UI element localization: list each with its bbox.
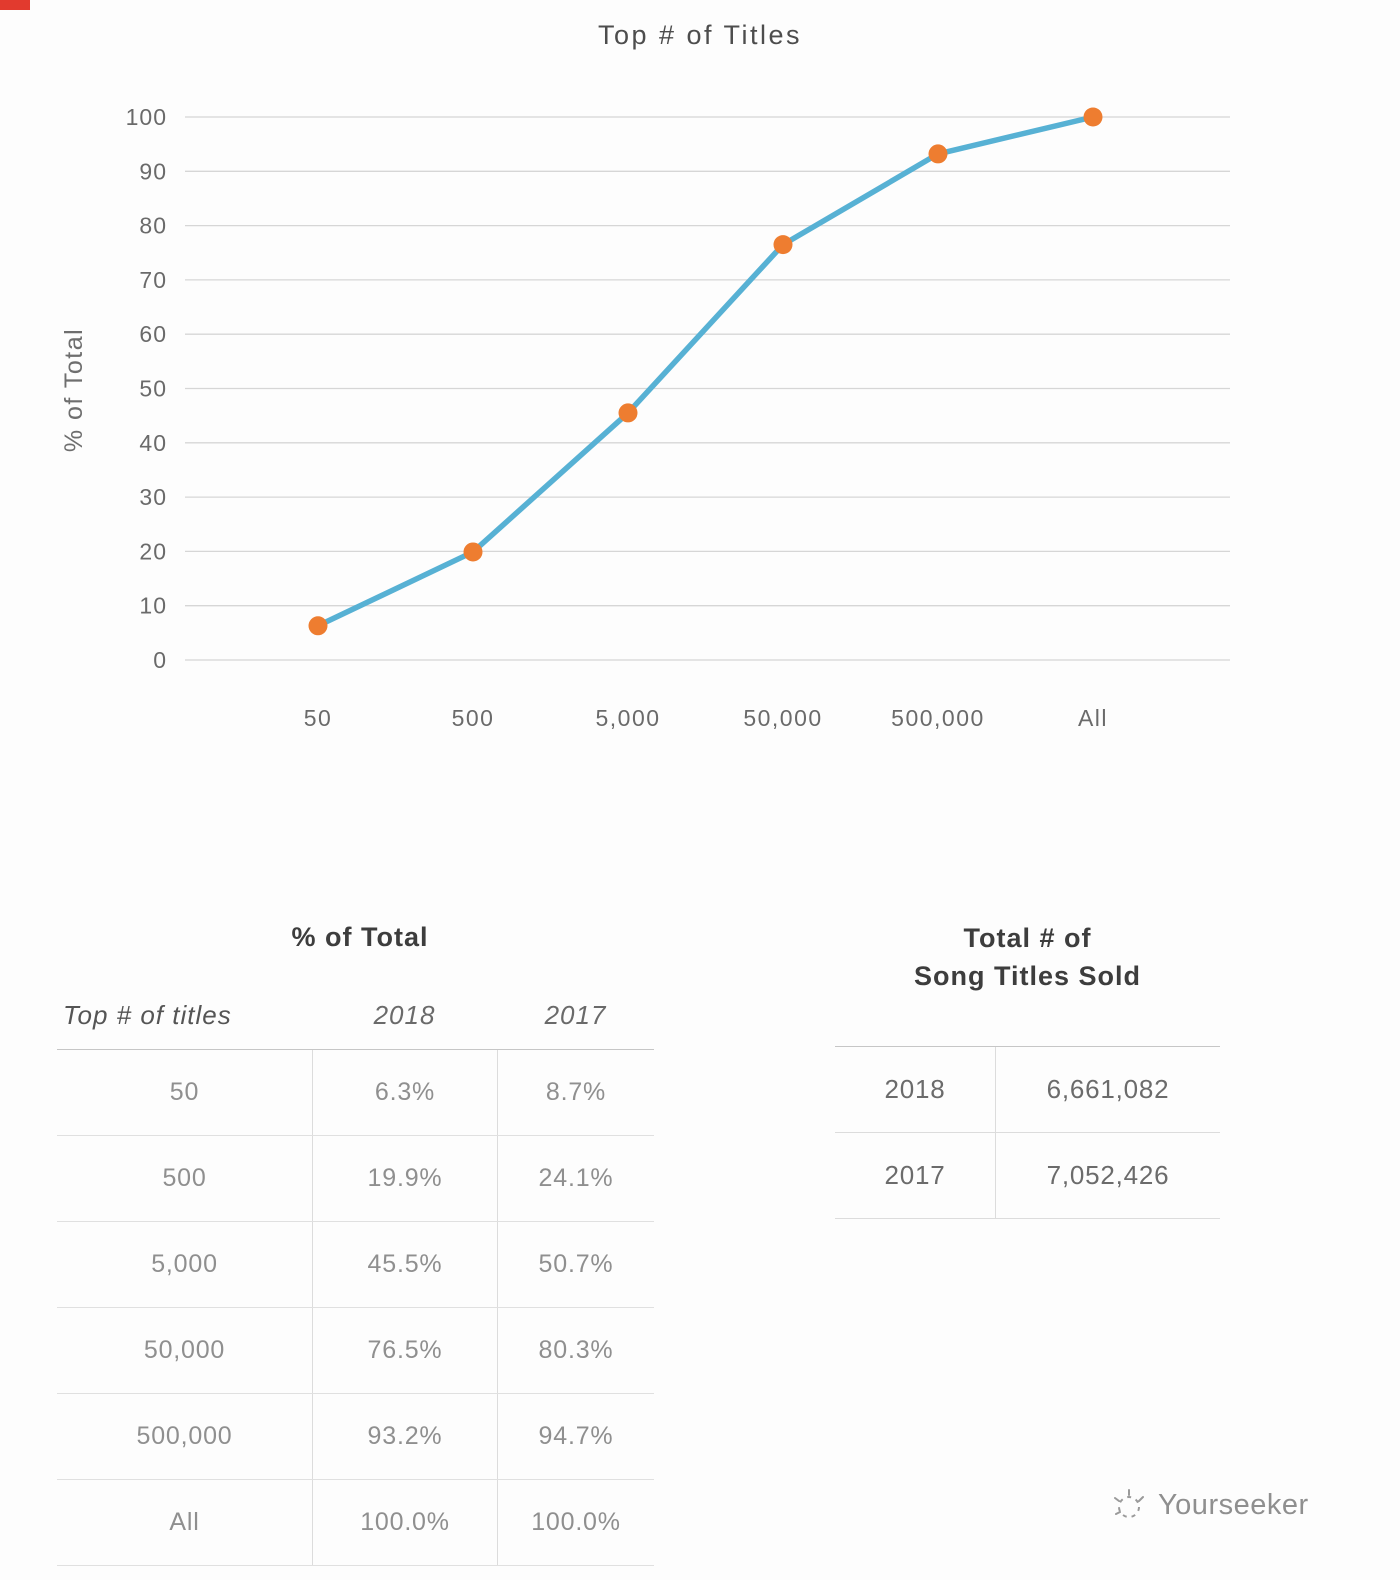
pct-table-cell: 50: [169, 1078, 200, 1106]
pct-table-body: 50 6.3% 8.7% 500 19.9% 24.1% 5,000 45.5% 50.7% 50…: [57, 1049, 654, 1566]
y-tick-label: 50: [139, 376, 167, 402]
data-point: [928, 144, 948, 164]
y-tick-label: 70: [139, 267, 167, 293]
totals-table-cell: 2017: [884, 1160, 946, 1190]
series-line: [315, 114, 1096, 629]
y-tick-label: 20: [139, 538, 167, 564]
pct-table-header: Top # of titles 2018 2017: [57, 1000, 654, 1049]
y-tick-label: 90: [139, 158, 167, 184]
watermark: Yourseeker: [1108, 1486, 1309, 1524]
pct-table-row: 5,000 45.5% 50.7%: [57, 1222, 654, 1308]
pct-table: Top # of titles 2018 2017 50 6.3% 8.7% 500 19.…: [57, 1000, 654, 1566]
pct-table-cell: 50.7%: [497, 1222, 654, 1307]
x-tick-label: 500,000: [891, 705, 985, 731]
pct-column-header: Top # of titles: [63, 1000, 232, 1030]
pct-table-cell: 19.9%: [312, 1136, 497, 1221]
y-tick-label: 0: [153, 647, 167, 673]
pct-table-cell: 6.3%: [312, 1050, 497, 1135]
totals-table-cell: 7,052,426: [995, 1133, 1220, 1218]
pct-table-cell: 80.3%: [497, 1308, 654, 1393]
corner-artifact: [0, 0, 30, 10]
pct-table-cell: 76.5%: [312, 1308, 497, 1393]
totals-title-line1: Total # of: [963, 923, 1092, 953]
totals-table-row: 2018 6,661,082: [835, 1047, 1220, 1133]
pct-table-cell: 100.0%: [497, 1480, 654, 1565]
pct-table-row: 50 6.3% 8.7%: [57, 1050, 654, 1136]
pct-table-row: 500 19.9% 24.1%: [57, 1136, 654, 1222]
pct-table-cell: 500: [162, 1164, 207, 1192]
pct-table-cell: All: [169, 1508, 200, 1536]
y-tick-label: 10: [139, 593, 167, 619]
x-tick-label: 50,000: [743, 705, 822, 731]
totals-table-cell: 2018: [884, 1074, 946, 1104]
pct-column-header: 2017: [544, 1000, 607, 1030]
pct-table-cell: 93.2%: [312, 1394, 497, 1479]
data-point: [463, 542, 483, 562]
pct-table-cell: 100.0%: [312, 1480, 497, 1565]
x-tick-label: 500: [452, 705, 495, 731]
y-tick-label: 30: [139, 484, 167, 510]
y-tick-label: 40: [139, 430, 167, 456]
totals-table-row: 2017 7,052,426: [835, 1133, 1220, 1219]
pct-table-cell: 5,000: [151, 1250, 218, 1278]
line-chart: 0 10 20 30 40 50 60 70 80 90 100 50 500 5,000 50,000 50…: [126, 104, 1230, 731]
pct-table-cell: 45.5%: [312, 1222, 497, 1307]
data-point: [773, 235, 793, 255]
data-point: [618, 403, 638, 423]
x-tick-label: 50: [304, 705, 333, 731]
pct-table-row: 500,000 93.2% 94.7%: [57, 1394, 654, 1480]
data-point: [308, 616, 328, 636]
y-tick-label: 80: [139, 213, 167, 239]
pct-table-row: 50,000 76.5% 80.3%: [57, 1308, 654, 1394]
watermark-label: Yourseeker: [1158, 1488, 1309, 1521]
totals-table-cell: 6,661,082: [995, 1047, 1220, 1132]
totals-title-line2: Song Titles Sold: [913, 960, 1142, 991]
totals-table: 2018 6,661,082 2017 7,052,426: [835, 1046, 1220, 1219]
y-tick-label: 60: [139, 321, 167, 347]
y-tick-label: 100: [126, 104, 167, 130]
chart-title: Top # of Titles: [597, 20, 803, 50]
x-tick-label: All: [1078, 705, 1108, 731]
pct-table-cell: 500,000: [136, 1422, 233, 1450]
pct-column-header: 2018: [373, 1000, 436, 1030]
pct-table-title: % of Total: [291, 922, 429, 952]
data-point: [1083, 107, 1103, 127]
totals-table-title: Total # of Song Titles Sold: [835, 920, 1220, 996]
pct-table-cell: 24.1%: [497, 1136, 654, 1221]
pct-table-cell: 50,000: [143, 1336, 226, 1364]
pct-table-cell: 8.7%: [497, 1050, 654, 1135]
x-tick-label: 5,000: [595, 705, 660, 731]
yourseeker-logo-icon: [1114, 1489, 1144, 1518]
pct-table-cell: 94.7%: [497, 1394, 654, 1479]
pct-table-row: All 100.0% 100.0%: [57, 1480, 654, 1566]
